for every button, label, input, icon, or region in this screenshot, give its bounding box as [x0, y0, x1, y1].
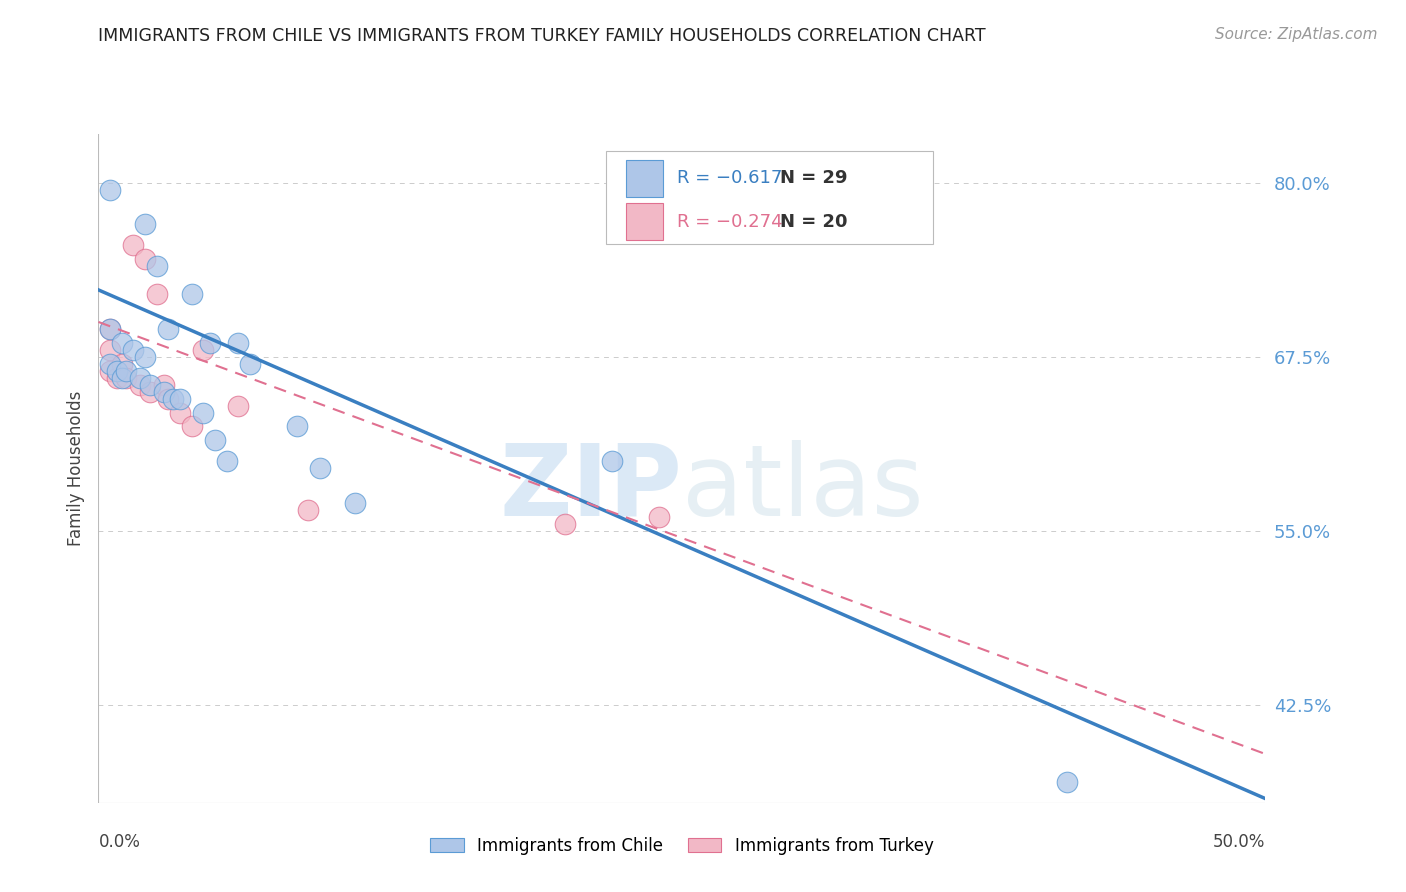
- Point: [134, 218, 156, 232]
- Text: R = −0.617: R = −0.617: [678, 169, 783, 187]
- Point: [98, 322, 121, 336]
- Point: [228, 335, 250, 350]
- Text: 0.0%: 0.0%: [98, 833, 141, 851]
- FancyBboxPatch shape: [606, 151, 932, 244]
- Point: [169, 392, 191, 406]
- Point: [139, 384, 162, 399]
- Text: ZIP: ZIP: [499, 440, 682, 537]
- Point: [122, 343, 145, 357]
- Text: N = 20: N = 20: [780, 212, 848, 231]
- Point: [111, 357, 134, 371]
- Point: [297, 503, 319, 517]
- Point: [111, 370, 134, 384]
- Point: [204, 434, 226, 448]
- Point: [152, 377, 174, 392]
- Point: [180, 419, 202, 434]
- Point: [1056, 775, 1078, 789]
- Point: [98, 343, 121, 357]
- Point: [122, 238, 145, 252]
- Point: [129, 377, 152, 392]
- Point: [134, 350, 156, 364]
- Point: [193, 343, 215, 357]
- Point: [554, 517, 576, 532]
- Point: [134, 252, 156, 267]
- Point: [105, 364, 128, 378]
- Point: [146, 287, 169, 301]
- Point: [129, 370, 152, 384]
- Point: [98, 357, 121, 371]
- Point: [152, 384, 174, 399]
- Point: [98, 183, 121, 197]
- Legend: Immigrants from Chile, Immigrants from Turkey: Immigrants from Chile, Immigrants from T…: [423, 830, 941, 862]
- Point: [169, 406, 191, 420]
- FancyBboxPatch shape: [626, 160, 664, 196]
- Point: [239, 357, 262, 371]
- Point: [162, 392, 184, 406]
- Point: [344, 496, 367, 510]
- Text: atlas: atlas: [682, 440, 924, 537]
- Text: N = 29: N = 29: [780, 169, 848, 187]
- Text: R = −0.274: R = −0.274: [678, 212, 783, 231]
- Point: [193, 406, 215, 420]
- Point: [309, 461, 332, 475]
- Point: [157, 322, 180, 336]
- Point: [146, 259, 169, 273]
- Point: [285, 419, 308, 434]
- Point: [215, 454, 238, 468]
- Point: [98, 364, 121, 378]
- Point: [228, 399, 250, 413]
- Text: Source: ZipAtlas.com: Source: ZipAtlas.com: [1215, 27, 1378, 42]
- Point: [115, 364, 138, 378]
- Point: [647, 510, 669, 524]
- Text: 50.0%: 50.0%: [1213, 833, 1265, 851]
- Point: [600, 454, 623, 468]
- Point: [115, 370, 138, 384]
- FancyBboxPatch shape: [626, 203, 664, 240]
- Point: [98, 322, 121, 336]
- Point: [180, 287, 202, 301]
- Point: [111, 335, 134, 350]
- Point: [139, 377, 162, 392]
- Point: [200, 335, 222, 350]
- Text: IMMIGRANTS FROM CHILE VS IMMIGRANTS FROM TURKEY FAMILY HOUSEHOLDS CORRELATION CH: IMMIGRANTS FROM CHILE VS IMMIGRANTS FROM…: [98, 27, 986, 45]
- Y-axis label: Family Households: Family Households: [66, 391, 84, 546]
- Point: [105, 370, 128, 384]
- Point: [157, 392, 180, 406]
